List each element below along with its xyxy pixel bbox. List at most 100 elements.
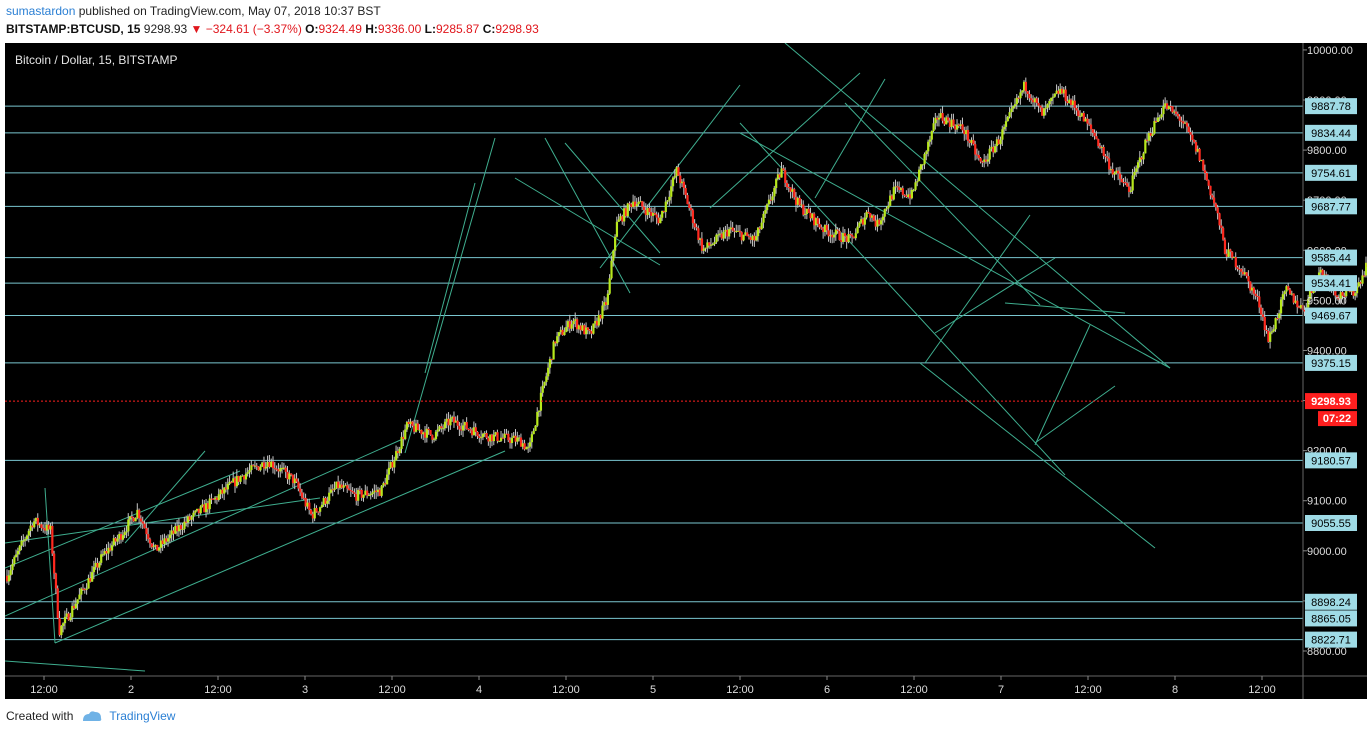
level-label: 8822.71	[1311, 635, 1351, 647]
candle-down	[690, 208, 693, 211]
candle-down	[1146, 139, 1149, 141]
candle-up	[800, 204, 803, 206]
candle-up	[38, 524, 41, 526]
candle-down	[429, 430, 432, 435]
candle-down	[1193, 139, 1196, 143]
candle-up	[76, 599, 79, 604]
candle-up	[548, 358, 552, 368]
candle-up	[880, 220, 883, 225]
candle-up	[118, 534, 121, 539]
time-tick-label: 12:00	[900, 684, 928, 696]
candle-up	[163, 538, 166, 545]
trend-line	[5, 497, 321, 544]
candle-up	[71, 605, 74, 618]
candle-up	[597, 314, 600, 326]
candle-up	[735, 230, 738, 232]
last-price: 9298.93	[143, 22, 188, 36]
candle-up	[728, 229, 731, 237]
candle-up	[699, 238, 702, 240]
candle-down	[984, 159, 988, 162]
candle-up	[566, 321, 570, 327]
candle-down	[890, 195, 894, 200]
candle-down	[977, 154, 980, 159]
candle-up	[767, 199, 771, 205]
candle-up	[1001, 129, 1004, 140]
candle-up	[1133, 171, 1136, 176]
candle-up	[937, 117, 941, 120]
candle-up	[63, 616, 67, 624]
candle-down	[1041, 107, 1044, 116]
candle-down	[599, 314, 602, 319]
candle-down	[794, 197, 798, 205]
tradingview-link[interactable]: TradingView	[109, 709, 176, 723]
candle-up	[279, 468, 282, 472]
candle-up	[581, 325, 584, 331]
current-price-label: 9298.93	[1311, 396, 1351, 408]
candle-down	[53, 553, 56, 574]
candle-up	[1269, 332, 1272, 342]
price-chart[interactable]: 10000.009900.009800.009700.009600.009500…	[5, 43, 1367, 699]
candle-down	[1155, 121, 1158, 123]
candle-down	[1220, 225, 1223, 228]
candle-up	[612, 250, 615, 261]
candle-down	[963, 130, 966, 135]
candle-down	[1296, 300, 1299, 308]
candle-up	[1100, 146, 1104, 148]
candle-up	[572, 321, 575, 325]
candle-down	[467, 428, 470, 430]
candle-up	[1345, 287, 1348, 297]
high-label: H:	[365, 22, 378, 36]
candle-down	[156, 544, 159, 551]
candle-up	[103, 551, 106, 555]
candle-up	[876, 219, 879, 227]
level-label-bg	[1305, 164, 1357, 181]
candle-up	[1164, 103, 1167, 107]
candle-down	[148, 539, 152, 544]
candle-up	[999, 139, 1002, 145]
candle-up	[13, 557, 16, 564]
candle-up	[1129, 190, 1132, 192]
candle-up	[170, 530, 173, 535]
candle-up	[756, 227, 760, 237]
candle-up	[498, 440, 501, 442]
level-label: 9585.44	[1311, 253, 1351, 265]
candle-down	[1149, 133, 1152, 136]
candle-up	[823, 225, 827, 232]
candle-up	[205, 503, 208, 513]
candle-down	[1213, 197, 1216, 204]
candle-up	[1283, 291, 1286, 295]
close-label: C:	[482, 22, 496, 36]
candle-down	[161, 540, 164, 545]
candles	[6, 77, 1367, 639]
candle-up	[253, 465, 257, 467]
trend-line	[739, 132, 1171, 369]
level-label: 9534.41	[1311, 278, 1351, 290]
candle-down	[684, 187, 687, 196]
candle-down	[337, 481, 340, 489]
candle-down	[1075, 107, 1078, 111]
candle-down	[234, 478, 237, 487]
candle-down	[72, 605, 76, 609]
candle-down	[941, 113, 944, 121]
candle-up	[742, 234, 745, 241]
candle-down	[304, 497, 307, 507]
candle-down	[628, 203, 631, 205]
trend-line	[924, 214, 1031, 364]
level-label-bg	[1305, 98, 1357, 115]
level-label-bg	[1305, 593, 1357, 610]
candle-down	[1032, 100, 1035, 103]
author-link[interactable]: sumastardon	[6, 4, 76, 18]
price-tick-label: 10000.00	[1307, 45, 1353, 57]
candle-down	[590, 331, 593, 334]
candle-down	[252, 465, 255, 467]
candle-up	[670, 186, 673, 197]
candle-down	[697, 228, 700, 240]
level-label: 8865.05	[1311, 613, 1351, 625]
candle-up	[585, 327, 588, 335]
candle-down	[185, 521, 188, 523]
chart-frame[interactable]: 10000.009900.009800.009700.009600.009500…	[5, 43, 1367, 699]
horizontal-levels	[5, 105, 1303, 641]
candle-down	[286, 471, 289, 480]
candle-up	[755, 236, 758, 241]
candle-down	[58, 617, 61, 636]
